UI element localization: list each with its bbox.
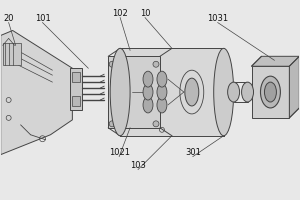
Bar (3, 43, 21, 65)
Ellipse shape (157, 71, 167, 87)
Ellipse shape (214, 48, 234, 136)
Ellipse shape (242, 82, 254, 102)
Bar (72, 72, 80, 82)
Ellipse shape (143, 84, 153, 100)
Ellipse shape (157, 84, 167, 100)
Text: 101: 101 (34, 14, 50, 23)
Bar (108, 56, 160, 128)
Bar (72, 96, 80, 106)
Circle shape (109, 61, 115, 67)
Ellipse shape (265, 82, 276, 102)
Text: 102: 102 (112, 9, 128, 18)
Ellipse shape (185, 78, 199, 106)
Text: 1021: 1021 (109, 148, 130, 157)
Ellipse shape (143, 97, 153, 113)
Text: 1031: 1031 (207, 14, 228, 23)
Text: 103: 103 (130, 161, 146, 170)
Bar (251, 66, 290, 118)
Circle shape (153, 121, 159, 127)
Text: 20: 20 (3, 14, 14, 23)
Text: 301: 301 (185, 148, 201, 157)
Polygon shape (1, 30, 72, 155)
Ellipse shape (110, 48, 130, 136)
Ellipse shape (143, 71, 153, 87)
Text: 10: 10 (140, 9, 150, 18)
Circle shape (153, 61, 159, 67)
Polygon shape (290, 56, 299, 118)
Polygon shape (251, 56, 299, 66)
Ellipse shape (228, 82, 240, 102)
Bar (120, 48, 224, 136)
Circle shape (109, 121, 115, 127)
Ellipse shape (260, 76, 280, 108)
Bar (70, 68, 82, 110)
Ellipse shape (157, 97, 167, 113)
